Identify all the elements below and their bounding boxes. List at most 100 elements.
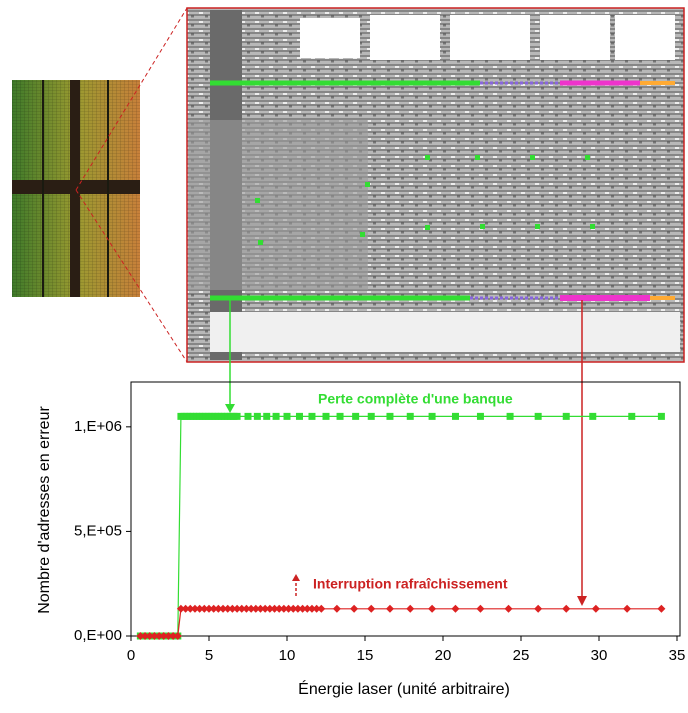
marker <box>141 632 150 640</box>
annotation: Perte complète d'une banque <box>318 391 513 407</box>
marker <box>145 632 154 640</box>
marker <box>205 604 213 613</box>
x-tick-label: 15 <box>357 647 374 664</box>
marker <box>244 412 252 420</box>
marker <box>534 412 542 420</box>
marker <box>476 412 484 420</box>
marker <box>350 604 359 613</box>
marker <box>562 604 571 613</box>
marker <box>195 604 204 613</box>
marker <box>534 604 543 613</box>
marker <box>312 604 321 613</box>
marker <box>451 604 460 613</box>
annotation: Interruption rafraîchissement <box>313 576 508 592</box>
marker <box>385 604 394 613</box>
x-tick-label: 0 <box>127 647 135 664</box>
marker <box>214 604 223 613</box>
marker <box>295 412 303 420</box>
y-tick-label: 1,E+06 <box>74 418 122 435</box>
zoom-line <box>75 7 188 363</box>
marker <box>190 604 199 613</box>
marker <box>283 412 291 420</box>
marker <box>247 604 256 613</box>
marker <box>284 604 293 613</box>
plot-frame <box>130 381 681 637</box>
arrow-head <box>577 596 587 606</box>
marker <box>451 412 459 420</box>
x-axis-title: Énergie laser (unité arbitraire) <box>298 679 510 698</box>
marker <box>336 412 344 420</box>
marker <box>219 604 228 613</box>
marker <box>272 412 280 420</box>
marker <box>169 632 178 640</box>
marker <box>623 604 632 613</box>
marker <box>251 604 260 613</box>
marker <box>200 604 209 613</box>
marker <box>209 604 218 613</box>
marker <box>270 604 279 613</box>
marker <box>289 604 298 613</box>
marker <box>352 412 360 420</box>
marker <box>275 604 284 613</box>
x-tick-label: 30 <box>591 647 608 664</box>
marker <box>657 604 666 613</box>
marker <box>256 604 265 613</box>
marker <box>263 412 271 420</box>
marker <box>173 632 182 640</box>
marker <box>628 412 636 420</box>
y-tick-label: 0,E+00 <box>74 627 122 644</box>
marker <box>150 632 159 640</box>
marker <box>223 604 232 613</box>
marker <box>233 412 241 420</box>
marker <box>279 604 288 613</box>
marker <box>506 412 514 420</box>
y-tick-label: 5,E+05 <box>74 522 122 539</box>
marker <box>242 604 251 613</box>
arrow-head <box>225 404 235 413</box>
marker <box>476 604 485 613</box>
x-tick-label: 10 <box>279 647 296 664</box>
marker <box>317 604 326 613</box>
marker <box>406 412 414 420</box>
marker <box>332 604 341 613</box>
marker <box>181 604 190 613</box>
marker <box>657 412 665 420</box>
x-tick-label: 35 <box>669 647 686 664</box>
marker <box>504 604 513 613</box>
marker <box>562 412 570 420</box>
die-photo <box>12 80 140 297</box>
marker <box>322 412 330 420</box>
marker <box>298 604 307 613</box>
marker <box>589 412 597 420</box>
series-line <box>140 608 662 637</box>
marker <box>159 632 168 640</box>
marker <box>308 412 316 420</box>
marker <box>591 604 600 613</box>
marker <box>303 604 312 613</box>
marker <box>237 604 246 613</box>
marker <box>406 604 415 613</box>
marker <box>155 632 164 640</box>
marker <box>186 604 195 613</box>
marker <box>261 604 270 613</box>
marker <box>228 604 237 613</box>
marker <box>253 412 261 420</box>
marker <box>176 604 185 613</box>
x-tick-label: 20 <box>435 647 452 664</box>
micrograph <box>186 7 685 363</box>
marker <box>428 604 437 613</box>
x-tick-label: 5 <box>205 647 213 664</box>
marker <box>293 604 302 613</box>
marker <box>367 412 375 420</box>
x-tick-label: 25 <box>513 647 530 664</box>
marker <box>233 604 242 613</box>
marker <box>367 604 376 613</box>
y-axis-title: Nombre d'adresses en erreur <box>36 406 53 614</box>
marker <box>164 632 173 640</box>
marker <box>386 412 394 420</box>
marker <box>136 632 145 640</box>
marker <box>265 604 274 613</box>
marker <box>307 604 316 613</box>
arrow-head <box>292 574 300 581</box>
